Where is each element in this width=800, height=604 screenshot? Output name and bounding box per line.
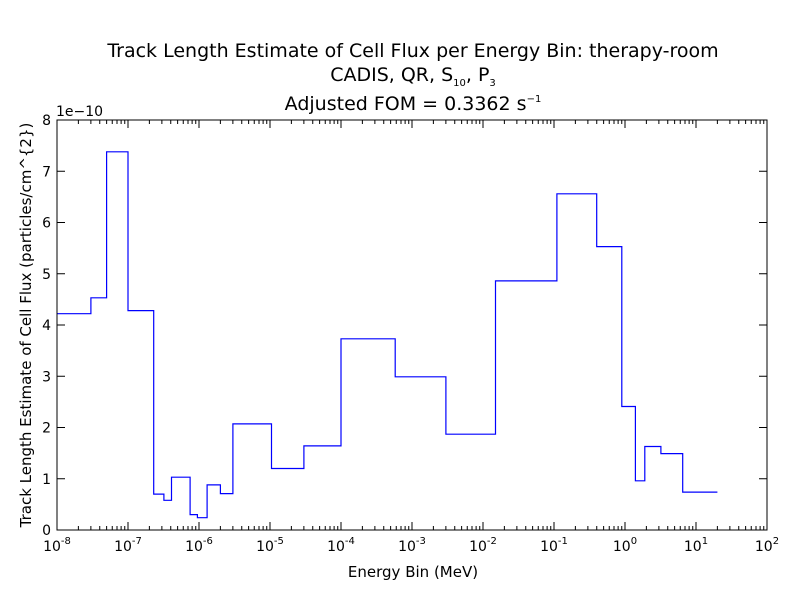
y-tick-label: 2 [42, 421, 51, 437]
plot-frame [56, 119, 768, 531]
y-axis-label: Track Length Estimate of Cell Flux (part… [17, 123, 35, 529]
chart-title-line3: Adjusted FOM = 0.3362 s−1 [285, 93, 542, 115]
x-tick-label: 10-7 [114, 536, 142, 555]
x-tick-label: 10-6 [185, 536, 213, 555]
x-axis-label: Energy Bin (MeV) [348, 563, 478, 581]
title-separator: , P [466, 64, 490, 86]
y-tick-label: 7 [42, 164, 51, 180]
title-prefix: CADIS, QR, S [330, 64, 453, 86]
chart-title-line2: CADIS, QR, S10, P3 [330, 64, 496, 89]
title-p-subscript: 3 [489, 78, 495, 89]
y-tick-label: 6 [42, 216, 51, 232]
x-tick-label: 101 [684, 536, 708, 555]
x-tick-label: 100 [613, 536, 637, 555]
x-tick-label: 10-5 [256, 536, 284, 555]
y-tick-label: 3 [42, 369, 51, 385]
x-tick-label: 10-2 [469, 536, 497, 555]
title-s-subscript: 10 [453, 78, 466, 89]
y-tick-label: 8 [42, 113, 51, 129]
y-axis-ticks: 0 1 2 3 4 5 6 7 8 [42, 113, 767, 539]
x-tick-label: 10-3 [398, 536, 426, 555]
y-tick-label: 5 [42, 267, 51, 283]
y-tick-label: 0 [42, 523, 51, 539]
flux-series-line [57, 151, 718, 519]
fom-superscript: −1 [527, 94, 542, 105]
x-tick-label: 10-1 [540, 536, 568, 555]
x-axis-ticks: 10-8 10-7 10-6 10-5 10-4 10-3 10-2 10-1 100 101 10… [43, 120, 779, 555]
y-tick-label: 4 [42, 318, 51, 334]
chart-title-line1: Track Length Estimate of Cell Flux per E… [106, 40, 718, 62]
x-tick-label: 10-8 [43, 536, 71, 555]
y-offset-label: 1e−10 [56, 104, 103, 120]
fom-text: Adjusted FOM = 0.3362 s [285, 93, 527, 115]
y-tick-label: 1 [42, 472, 51, 488]
x-tick-label: 10-4 [327, 536, 355, 555]
x-tick-label: 102 [755, 536, 779, 555]
